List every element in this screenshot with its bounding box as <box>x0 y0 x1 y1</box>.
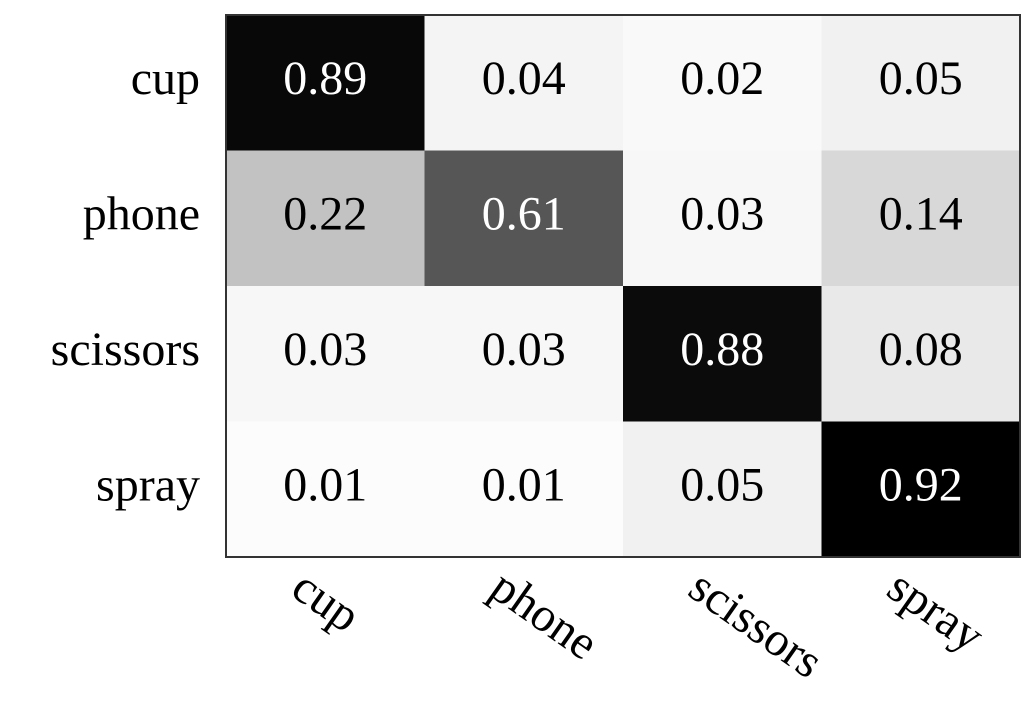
x-tick-label: spray <box>878 560 994 663</box>
cell <box>226 150 425 286</box>
cell-label: 0.89 <box>283 52 367 105</box>
x-tick-label: phone <box>481 560 607 671</box>
cell-label: 0.04 <box>482 52 566 105</box>
y-tick-label: cup <box>131 52 200 105</box>
x-tick-label: cup <box>283 560 370 643</box>
cell <box>821 15 1020 151</box>
plot-frame <box>225 14 1021 558</box>
cell <box>226 421 425 557</box>
cell-label: 0.92 <box>879 458 963 511</box>
cell <box>623 286 822 422</box>
y-tick-label: spray <box>96 458 200 511</box>
cell-label: 0.03 <box>680 187 764 240</box>
cell <box>424 150 623 286</box>
cell <box>821 421 1020 557</box>
cell-label: 0.22 <box>283 187 367 240</box>
cell <box>623 150 822 286</box>
cell-label: 0.02 <box>680 52 764 105</box>
x-tick-label: scissors <box>680 560 833 689</box>
cell <box>424 286 623 422</box>
cell-label: 0.03 <box>482 323 566 376</box>
cell-label: 0.14 <box>879 187 963 240</box>
cell <box>821 150 1020 286</box>
cell <box>821 286 1020 422</box>
cell-label: 0.05 <box>680 458 764 511</box>
cell-label: 0.01 <box>283 458 367 511</box>
cell-label: 0.61 <box>482 187 566 240</box>
cell <box>424 421 623 557</box>
cell-label: 0.05 <box>879 52 963 105</box>
cell <box>623 15 822 151</box>
cell <box>226 286 425 422</box>
cell-label: 0.03 <box>283 323 367 376</box>
cell <box>424 15 623 151</box>
y-tick-label: phone <box>83 187 200 240</box>
cell-label: 0.88 <box>680 323 764 376</box>
cell <box>226 15 425 151</box>
cell-label: 0.08 <box>879 323 963 376</box>
cells <box>226 15 1020 557</box>
y-tick-label: scissors <box>51 323 200 376</box>
cell <box>623 421 822 557</box>
cell-label: 0.01 <box>482 458 566 511</box>
